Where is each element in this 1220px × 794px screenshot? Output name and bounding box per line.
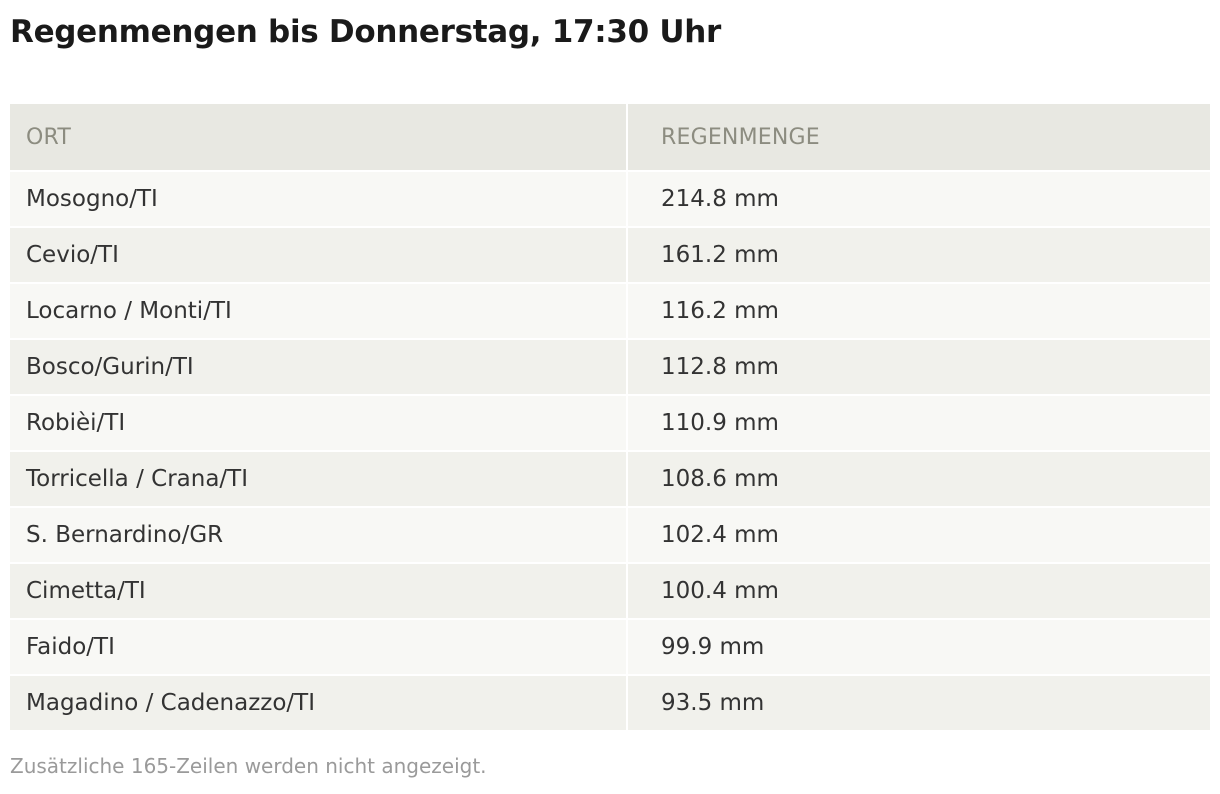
rainfall-cell: 93.5 mm [627, 675, 1210, 730]
rainfall-cell: 112.8 mm [627, 339, 1210, 396]
table-header: ORT REGENMENGE [10, 104, 1210, 172]
header-row: ORT REGENMENGE [10, 104, 1210, 172]
location-cell: Torricella / Crana/TI [10, 451, 628, 508]
location-cell: Faido/TI [10, 619, 628, 676]
location-cell: S. Bernardino/GR [10, 507, 628, 564]
table-row: Cevio/TI 161.2 mm [10, 227, 1210, 284]
table-row: Locarno / Monti/TI 116.2 mm [10, 283, 1210, 340]
hidden-rows-note: Zusätzliche 165-Zeilen werden nicht ange… [10, 754, 487, 778]
rainfall-table: ORT REGENMENGE Mosogno/TI 214.8 mm Cevio… [10, 104, 1210, 730]
location-cell: Cimetta/TI [10, 563, 628, 620]
rainfall-cell: 99.9 mm [627, 619, 1210, 676]
column-header-ort: ORT [10, 104, 628, 172]
table-row: Faido/TI 99.9 mm [10, 619, 1210, 676]
table-title: Regenmengen bis Donnerstag, 17:30 Uhr [10, 14, 722, 50]
location-cell: Locarno / Monti/TI [10, 283, 628, 340]
table-row: Cimetta/TI 100.4 mm [10, 563, 1210, 620]
location-cell: Magadino / Cadenazzo/TI [10, 675, 628, 730]
rainfall-cell: 102.4 mm [627, 507, 1210, 564]
table-row: Bosco/Gurin/TI 112.8 mm [10, 339, 1210, 396]
rainfall-cell: 214.8 mm [627, 171, 1210, 228]
table-row: Magadino / Cadenazzo/TI 93.5 mm [10, 675, 1210, 730]
rainfall-cell: 108.6 mm [627, 451, 1210, 508]
table-row: S. Bernardino/GR 102.4 mm [10, 507, 1210, 564]
table-row: Mosogno/TI 214.8 mm [10, 171, 1210, 228]
column-header-regenmenge: REGENMENGE [627, 104, 1210, 172]
location-cell: Robièi/TI [10, 395, 628, 452]
rainfall-cell: 100.4 mm [627, 563, 1210, 620]
table-row: Torricella / Crana/TI 108.6 mm [10, 451, 1210, 508]
rainfall-cell: 116.2 mm [627, 283, 1210, 340]
location-cell: Bosco/Gurin/TI [10, 339, 628, 396]
table-row: Robièi/TI 110.9 mm [10, 395, 1210, 452]
table-body: Mosogno/TI 214.8 mm Cevio/TI 161.2 mm Lo… [10, 171, 1210, 730]
location-cell: Cevio/TI [10, 227, 628, 284]
rainfall-cell: 110.9 mm [627, 395, 1210, 452]
location-cell: Mosogno/TI [10, 171, 628, 228]
rainfall-cell: 161.2 mm [627, 227, 1210, 284]
